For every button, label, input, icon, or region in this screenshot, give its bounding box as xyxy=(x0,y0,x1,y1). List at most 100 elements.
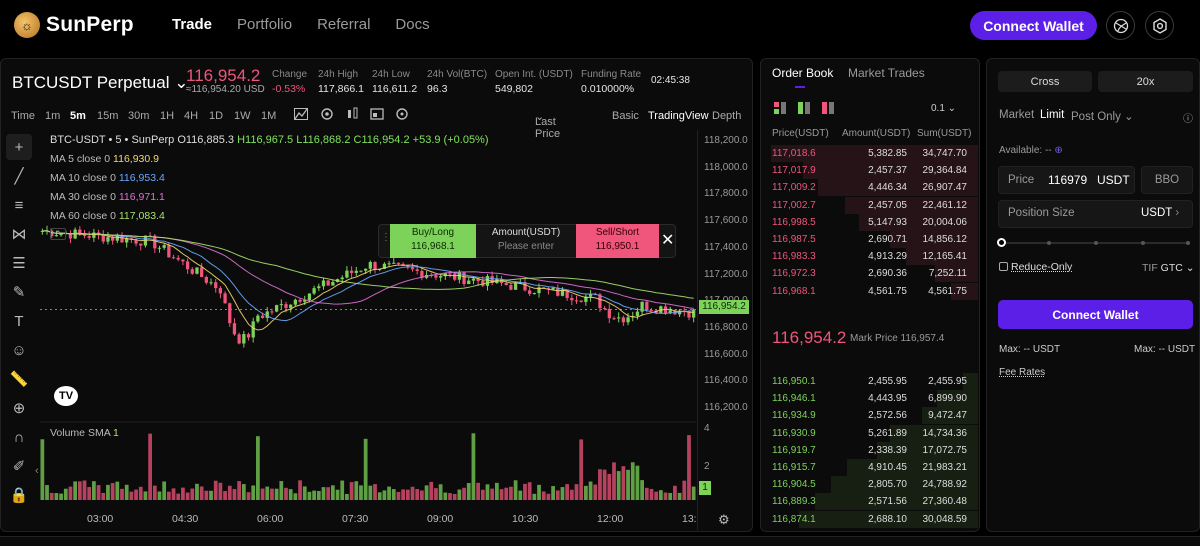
order-type-market[interactable]: Market xyxy=(999,109,1035,121)
crosshair-icon[interactable]: + xyxy=(6,134,32,160)
horizontal-lines-icon[interactable]: ≡ xyxy=(14,196,24,214)
size-slider-handle[interactable] xyxy=(997,238,1006,247)
trend-line-icon[interactable]: ╱ xyxy=(14,168,24,185)
volume-bar xyxy=(335,489,340,500)
interval-1w[interactable]: 1W xyxy=(234,110,251,122)
order-type-post-only[interactable]: Post Only ⌄ xyxy=(1071,111,1134,123)
volume-bar xyxy=(143,491,148,500)
leverage-button[interactable]: 20x xyxy=(1098,71,1193,92)
zoom-in-icon[interactable]: ⊕ xyxy=(12,400,26,417)
reduce-only-checkbox[interactable] xyxy=(999,262,1008,271)
precision-select[interactable]: 0.1 ⌄ xyxy=(931,103,957,114)
bid-row[interactable]: 116,889.3 2,571.56 27,360.48 xyxy=(772,493,978,511)
collapse-legend-button[interactable]: ⌃ xyxy=(50,228,66,240)
settings-button[interactable] xyxy=(1145,11,1174,40)
reduce-only-label[interactable]: Reduce-Only xyxy=(1011,261,1073,273)
bid-row[interactable]: 116,874.1 2,688.10 30,048.59 xyxy=(772,510,978,528)
quick-amount-input[interactable]: Amount(USDT) Please enter xyxy=(491,227,561,252)
position-size-unit[interactable]: USDT › xyxy=(1141,207,1180,219)
chart-ohlc-legend: BTC-USDT • 5 • SunPerp O116,885.3 H116,9… xyxy=(50,134,489,146)
close-icon[interactable]: ✕ xyxy=(661,232,675,249)
ask-row[interactable]: 116,972.3 2,690.36 7,252.11 xyxy=(772,265,978,283)
candle-body xyxy=(228,303,232,324)
brand-logo[interactable]: ☼ SunPerp xyxy=(14,12,134,38)
pattern-icon[interactable]: ⋈ xyxy=(11,226,27,243)
bid-row[interactable]: 116,934.9 2,572.56 9,472.47 xyxy=(772,407,978,425)
language-button[interactable] xyxy=(1106,11,1135,40)
text-tool-icon[interactable]: T xyxy=(14,312,24,330)
candle-body xyxy=(490,276,494,284)
interval-1h[interactable]: 1H xyxy=(160,110,175,122)
add-funds-icon[interactable]: ⊕ xyxy=(1054,145,1063,156)
candle-body xyxy=(153,235,157,249)
symbol-selector[interactable]: BTCUSDT Perpetual ⌄ xyxy=(12,73,188,93)
bid-row[interactable]: 116,919.7 2,338.39 17,072.75 xyxy=(772,441,978,459)
price-source-select[interactable]: Last Price ⌄ xyxy=(535,111,561,140)
fee-rates-link[interactable]: Fee Rates xyxy=(999,367,1046,378)
view-bids-icon[interactable] xyxy=(798,102,810,117)
volume-bar xyxy=(152,485,157,500)
ask-row[interactable]: 117,017.9 2,457.37 29,364.84 xyxy=(772,162,978,180)
nav-link-referral[interactable]: Referral xyxy=(317,16,371,33)
price-chart[interactable] xyxy=(40,130,696,530)
quick-buy-button[interactable]: Buy/Long 116,968.1 xyxy=(390,224,476,258)
ask-row[interactable]: 117,009.2 4,446.34 26,907.47 xyxy=(772,179,978,197)
view-depth[interactable]: Depth xyxy=(712,110,742,122)
lock-draw-icon[interactable]: ✐ xyxy=(12,458,26,475)
nav-link-trade[interactable]: Trade xyxy=(172,16,213,33)
bid-row[interactable]: 116,946.1 4,443.95 6,899.90 xyxy=(772,390,978,408)
emoji-icon[interactable]: ☺ xyxy=(11,341,27,359)
candle-type-icon[interactable] xyxy=(346,107,360,124)
ask-row[interactable]: 117,002.7 2,457.05 22,461.12 xyxy=(772,196,978,214)
connect-wallet-button[interactable]: Connect Wallet xyxy=(970,11,1097,40)
interval-1m-month[interactable]: 1M xyxy=(261,110,277,122)
ask-row[interactable]: 117,018.6 5,382.85 34,747.70 xyxy=(771,145,978,162)
order-type-limit[interactable]: Limit xyxy=(1040,109,1065,121)
bid-row[interactable]: 116,904.5 2,805.70 24,788.92 xyxy=(772,476,978,494)
tif-select[interactable]: TIF GTC ⌄ xyxy=(1142,262,1195,274)
ask-row[interactable]: 116,987.5 2,690.71 14,856.12 xyxy=(772,231,978,248)
bid-row[interactable]: 116,950.1 2,455.95 2,455.95 xyxy=(772,373,978,390)
bid-row[interactable]: 116,930.9 5,261.89 14,734.36 xyxy=(772,424,978,442)
quick-sell-button[interactable]: Sell/Short 116,950.1 xyxy=(576,224,659,258)
view-basic[interactable]: Basic xyxy=(612,110,639,122)
candle-body xyxy=(326,280,330,286)
fib-icon[interactable]: ☰ xyxy=(12,255,26,272)
connect-wallet-order-button[interactable]: Connect Wallet xyxy=(998,300,1193,329)
interval-5m[interactable]: 5m xyxy=(70,110,86,122)
view-asks-icon[interactable] xyxy=(822,102,834,117)
candle-body xyxy=(551,287,555,290)
ask-row[interactable]: 116,968.1 4,561.75 4,561.75 xyxy=(772,282,978,300)
ask-row[interactable]: 116,983.3 4,913.29 12,165.41 xyxy=(772,248,978,266)
chart-settings-gear-icon[interactable]: ⚙ xyxy=(718,512,730,527)
price-input[interactable] xyxy=(998,166,1135,194)
interval-1m[interactable]: 1m xyxy=(45,110,61,122)
interval-1d[interactable]: 1D xyxy=(209,110,224,122)
chart-settings-icon[interactable] xyxy=(320,107,334,124)
bbo-button[interactable]: BBO xyxy=(1141,166,1193,194)
nav-link-docs[interactable]: Docs xyxy=(395,16,430,33)
ask-row[interactable]: 116,998.5 5,147.93 20,004.06 xyxy=(772,213,978,231)
tab-order-book[interactable]: Order Book xyxy=(772,66,834,80)
bid-row[interactable]: 116,915.7 4,910.45 21,983.21 xyxy=(772,459,978,476)
view-tradingview[interactable]: TradingView xyxy=(648,110,709,122)
interval-15m[interactable]: 15m xyxy=(97,110,119,122)
indicator-icon[interactable] xyxy=(294,108,308,123)
info-icon[interactable]: ⓘ xyxy=(1183,114,1193,125)
refresh-icon[interactable] xyxy=(395,107,409,124)
magnet-icon[interactable]: ∩ xyxy=(13,428,25,446)
interval-4h[interactable]: 4H xyxy=(184,110,199,122)
ruler-icon[interactable]: 📏 xyxy=(9,371,29,388)
tab-market-trades[interactable]: Market Trades xyxy=(848,66,925,80)
volume-bar xyxy=(270,488,274,500)
position-size-input[interactable] xyxy=(998,200,1193,228)
screenshot-icon[interactable] xyxy=(370,107,384,124)
lock-icon[interactable]: 🔒 xyxy=(9,487,29,504)
collapse-tools-icon[interactable]: ‹ xyxy=(35,465,39,477)
interval-30m[interactable]: 30m xyxy=(128,110,150,122)
drag-handle-icon[interactable]: ⋮ xyxy=(381,232,391,243)
view-both-icon[interactable] xyxy=(774,102,786,117)
brush-icon[interactable]: ✎ xyxy=(12,284,26,301)
margin-mode-button[interactable]: Cross xyxy=(998,71,1092,92)
nav-link-portfolio[interactable]: Portfolio xyxy=(237,16,293,33)
